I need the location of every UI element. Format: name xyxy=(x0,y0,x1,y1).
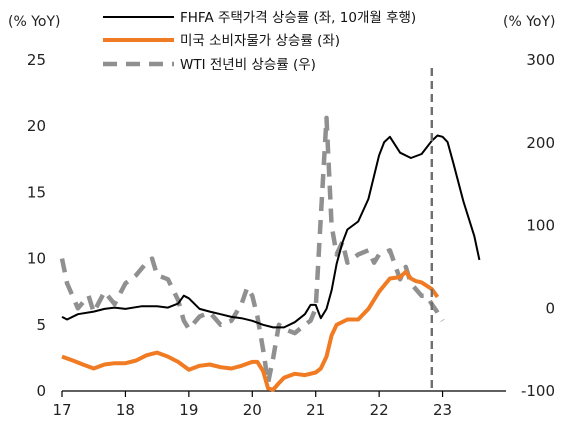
right-tick-label: 100 xyxy=(526,217,555,235)
series-line-2 xyxy=(61,269,440,392)
left-tick-label: 20 xyxy=(27,117,46,135)
legend-label-1: FHFA 주택가격 상승률 (좌, 10개월 후행) xyxy=(180,10,416,26)
left-tick-label: 0 xyxy=(36,382,46,400)
x-tick-label: 17 xyxy=(52,401,71,419)
right-tick-label: -100 xyxy=(521,382,555,400)
left-axis-unit: (% YoY) xyxy=(8,14,61,30)
left-tick-label: 25 xyxy=(27,51,46,69)
legend: FHFA 주택가격 상승률 (좌, 10개월 후행) 미국 소비자물가 상승률 (… xyxy=(103,10,416,73)
right-axis-unit: (% YoY) xyxy=(503,14,556,30)
series-line-3 xyxy=(59,115,445,385)
right-tick-label: 0 xyxy=(545,299,555,317)
left-axis-ticks: 0 5 10 15 20 25 xyxy=(27,51,46,400)
x-tick-label: 21 xyxy=(306,401,325,419)
legend-label-2: 미국 소비자물가 상승률 (좌) xyxy=(180,33,340,49)
left-axis-unit-label: (% YoY) xyxy=(8,14,61,30)
legend-label-3: WTI 전년비 상승률 (우) xyxy=(180,57,316,73)
x-tick-label: 19 xyxy=(179,401,198,419)
series-layer xyxy=(59,115,481,392)
left-tick-label: 5 xyxy=(36,316,46,334)
right-axis-unit-label: (% YoY) xyxy=(503,14,556,30)
series-line-1 xyxy=(61,134,481,329)
x-tick-label: 23 xyxy=(433,401,452,419)
right-tick-label: 300 xyxy=(526,51,555,69)
x-axis: 17 18 19 20 21 22 23 xyxy=(52,390,506,419)
x-tick-label: 20 xyxy=(243,401,262,419)
left-tick-label: 15 xyxy=(27,183,46,201)
x-tick-label: 18 xyxy=(116,401,135,419)
x-tick-label: 22 xyxy=(370,401,389,419)
left-tick-label: 10 xyxy=(27,250,46,268)
right-tick-label: 200 xyxy=(526,134,555,152)
right-axis-ticks: -100 0 100 200 300 xyxy=(521,51,555,400)
